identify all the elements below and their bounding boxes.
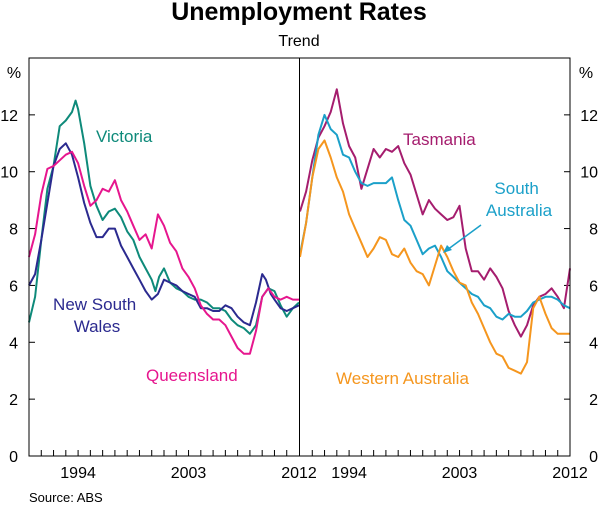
y-tick-label-right: 12	[580, 108, 598, 125]
source-note: Source: ABS	[29, 490, 103, 505]
y-axis-right: 0 2 4 6 8 10 12	[564, 108, 598, 466]
label-victoria: Victoria	[96, 127, 153, 146]
y-tick-label-right: 2	[589, 392, 598, 409]
y-tick-label-left: 0	[9, 449, 18, 466]
x-tick-label: 2003	[171, 465, 207, 482]
y-tick-label-right: 6	[589, 278, 598, 295]
x-tick-label: 2012	[552, 465, 588, 482]
chart-subtitle: Trend	[278, 33, 319, 50]
left-panel-series	[28, 99, 300, 355]
y-tick-label-left: 6	[9, 278, 18, 295]
series-line-queensland	[28, 150, 299, 355]
label-south-australia-line-2: Australia	[486, 201, 553, 220]
y-tick-label-left: 12	[0, 108, 18, 125]
x-tick-label: 1994	[60, 465, 96, 482]
label-new-south-wales-line-2: Wales	[74, 317, 121, 336]
label-south-australia-line-1: South	[494, 179, 538, 198]
series-line-western-australia	[299, 139, 570, 375]
series-line-south-australia	[299, 113, 571, 321]
x-axis: 1994 2003 2012 1994 2003 2012	[40, 450, 588, 482]
y-axis-left: 0 2 4 6 8 10 12	[0, 108, 35, 466]
y-tick-label-left: 10	[0, 165, 18, 182]
series-line-new-south-wales	[28, 142, 300, 327]
y-axis-unit-right: %	[579, 65, 593, 82]
label-western-australia: Western Australia	[336, 369, 469, 388]
y-tick-label-right: 4	[589, 335, 598, 352]
y-axis-unit-left: %	[7, 65, 21, 82]
x-tick-label: 1994	[331, 465, 367, 482]
south-australia-pointer	[446, 224, 482, 251]
label-new-south-wales: New South Wales	[53, 295, 141, 336]
y-tick-label-right: 8	[589, 222, 598, 239]
x-tick-label: 2012	[281, 465, 317, 482]
right-panel-series	[299, 88, 571, 375]
label-south-australia: South Australia	[486, 179, 553, 220]
y-tick-label-right: 0	[589, 449, 598, 466]
label-queensland: Queensland	[146, 366, 238, 385]
series-line-tasmania	[299, 88, 571, 338]
y-tick-label-left: 8	[9, 222, 18, 239]
label-tasmania: Tasmania	[403, 130, 476, 149]
south-australia-pointer-head	[443, 245, 452, 253]
label-new-south-wales-line-1: New South	[53, 295, 136, 314]
chart-title: Unemployment Rates	[171, 0, 427, 26]
series-line-victoria	[28, 99, 300, 335]
y-tick-label-left: 4	[9, 335, 18, 352]
x-tick-label: 2003	[442, 465, 478, 482]
y-tick-label-right: 10	[580, 165, 598, 182]
y-tick-label-left: 2	[9, 392, 18, 409]
